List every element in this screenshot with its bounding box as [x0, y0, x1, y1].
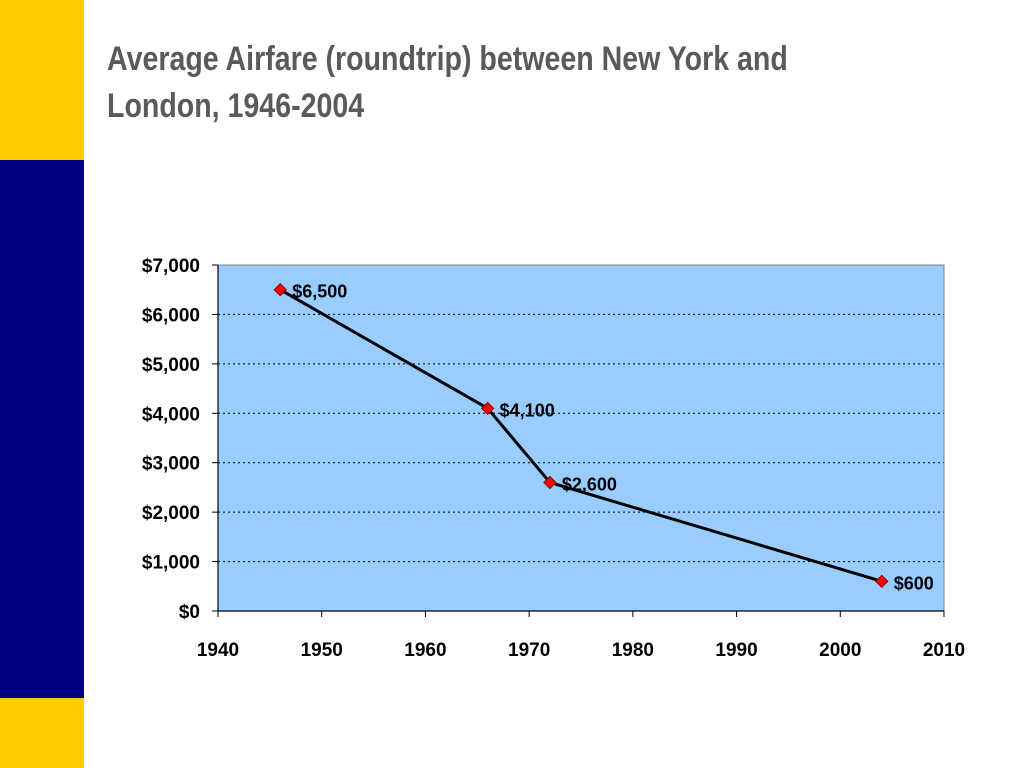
x-tick-label: 1970 [508, 640, 550, 661]
data-point-marker [543, 475, 557, 490]
x-tick-label: 1990 [715, 640, 757, 661]
data-label: $4,100 [500, 400, 555, 420]
y-tick-label: $5,000 [142, 355, 200, 376]
y-tick-label: $0 [179, 602, 200, 623]
y-tick-label: $7,000 [142, 256, 200, 277]
y-tick-label: $4,000 [142, 404, 200, 425]
data-point-marker [273, 283, 287, 297]
x-tick-label: 1950 [301, 640, 343, 661]
y-tick-label: $3,000 [142, 454, 200, 475]
x-tick-label: 2000 [819, 640, 861, 661]
slide-title: Average Airfare (roundtrip) between New … [107, 40, 788, 125]
data-label: $2,600 [562, 474, 617, 494]
data-label: $600 [894, 573, 934, 593]
x-tick-label: 2010 [923, 640, 965, 661]
y-tick-label: $2,000 [142, 503, 200, 524]
x-tick-label: 1960 [404, 640, 446, 661]
x-tick-label: 1980 [612, 640, 654, 661]
data-label: $6,500 [292, 282, 347, 302]
accent-band-middle [0, 160, 84, 698]
y-tick-label: $1,000 [142, 553, 200, 574]
accent-band-bottom [0, 698, 84, 768]
accent-band-top [0, 0, 84, 160]
x-tick-label: 1940 [197, 640, 239, 661]
data-point-marker [875, 574, 889, 589]
y-tick-label: $6,000 [142, 305, 200, 326]
series-line [279, 288, 883, 583]
data-point-marker [480, 401, 495, 416]
